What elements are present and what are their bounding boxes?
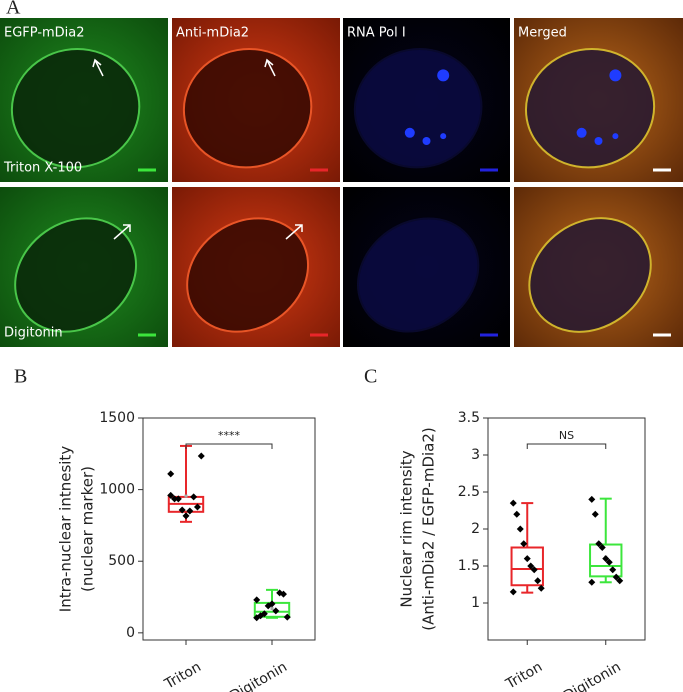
panel-label: A — [6, 0, 21, 19]
panel-label: B — [14, 366, 27, 388]
panel-label: C — [364, 366, 377, 388]
data-point — [588, 578, 596, 586]
nucleolus — [612, 133, 619, 140]
data-point — [612, 573, 620, 581]
nucleus — [14, 217, 138, 333]
data-point — [523, 555, 531, 563]
significance-label: NS — [559, 429, 574, 442]
data-point — [190, 493, 198, 501]
row-label: Triton X-100 — [3, 161, 82, 176]
y-axis-label: (Anti-mDia2 / EGFP-mDia2) — [420, 427, 438, 631]
data-point — [530, 566, 538, 574]
charts: B 0 500 1000 1500 Intra-nuclear intnesity (nuc… — [14, 366, 646, 692]
data-point — [605, 558, 613, 566]
y-tick-label: 1 — [471, 595, 480, 611]
data-point — [616, 577, 624, 585]
x-tick-label: Digitonin — [561, 659, 624, 692]
nucleus — [356, 217, 480, 333]
data-point — [268, 600, 276, 608]
nucleolus — [609, 69, 622, 82]
plot-frame — [142, 417, 316, 641]
nucleus — [528, 217, 652, 333]
y-axis-label: Nuclear rim intensity — [398, 450, 416, 607]
y-tick-label: 2 — [471, 521, 480, 537]
nucleolus — [422, 137, 431, 145]
significance-bracket — [185, 443, 273, 449]
nucleus — [524, 47, 656, 169]
y-tick-label: 500 — [108, 553, 135, 569]
column-label: Merged — [518, 26, 567, 41]
nucleus — [353, 48, 483, 169]
x-tick-label: Triton — [503, 659, 546, 692]
plot-frame — [487, 417, 646, 641]
mean — [270, 606, 274, 610]
data-point — [520, 540, 528, 548]
significance-bracket — [526, 443, 607, 449]
data-point — [609, 566, 617, 574]
y-tick-label: 2.5 — [458, 484, 480, 500]
mean — [184, 494, 188, 498]
data-point — [598, 544, 606, 551]
nucleolus — [404, 127, 415, 138]
data-point — [186, 507, 194, 515]
arrow — [285, 224, 303, 240]
arrow — [92, 58, 104, 77]
data-point — [537, 584, 545, 592]
column-label: EGFP-mDia2 — [4, 26, 85, 41]
data-point — [588, 495, 596, 503]
data-point — [174, 495, 182, 503]
row-label: Digitonin — [4, 326, 63, 341]
significance-label: **** — [218, 429, 241, 442]
data-point — [197, 452, 205, 460]
data-point — [516, 525, 524, 533]
data-point — [509, 499, 517, 507]
nucleolus — [576, 127, 587, 138]
data-point — [167, 470, 175, 478]
y-tick-label: 0 — [126, 625, 135, 641]
y-tick-label: 3 — [471, 447, 480, 463]
y-tick-label: 1000 — [99, 482, 135, 498]
nucleus — [182, 48, 313, 169]
data-point — [253, 596, 261, 604]
data-point — [534, 577, 542, 585]
nucleus — [186, 217, 310, 333]
data-point — [527, 562, 535, 570]
data-point — [178, 506, 186, 514]
data-point — [193, 503, 201, 511]
data-point — [595, 540, 603, 548]
data-point — [167, 491, 175, 499]
data-point — [182, 512, 190, 520]
nucleolus — [437, 69, 450, 82]
data-point — [279, 590, 287, 598]
data-point — [513, 510, 521, 518]
y-axis-label: (nuclear marker) — [79, 466, 97, 592]
column-label: RNA Pol I — [347, 26, 406, 41]
column-label: Anti-mDia2 — [176, 26, 249, 41]
y-tick-label: 1500 — [99, 410, 135, 426]
x-tick-label: Triton — [161, 659, 204, 692]
nucleus — [10, 48, 141, 169]
x-tick-label: Digitonin — [227, 659, 290, 692]
data-point — [602, 555, 610, 563]
arrow — [113, 224, 131, 240]
nucleolus — [440, 133, 447, 140]
data-point — [283, 613, 291, 621]
microscopy-grid: EGFP-mDia2 Anti-mDia2 RNA Pol I Merged Trito… — [0, 18, 683, 347]
data-point — [260, 610, 268, 618]
y-tick-label: 1.5 — [458, 558, 480, 574]
data-point — [272, 607, 280, 615]
data-point — [171, 495, 179, 503]
y-axis-label: Intra-nuclear intnesity — [57, 446, 75, 613]
data-point — [509, 588, 517, 596]
arrow — [264, 58, 276, 77]
nucleolus — [594, 137, 603, 145]
y-tick-label: 3.5 — [458, 410, 480, 426]
data-point — [591, 510, 599, 518]
